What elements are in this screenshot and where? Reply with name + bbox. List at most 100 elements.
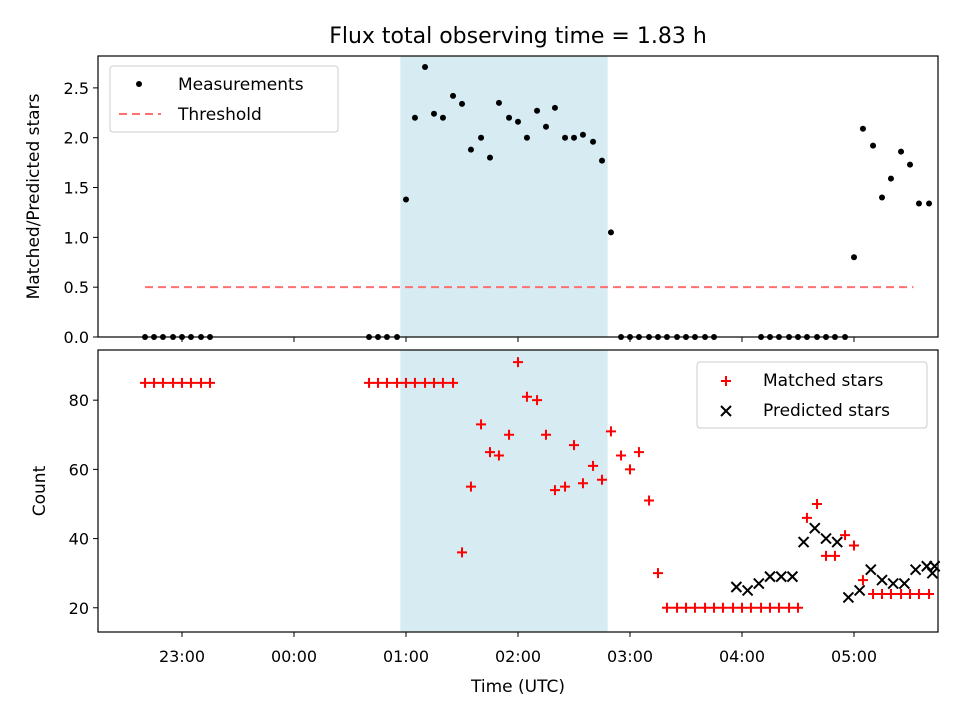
predicted-point [842,591,855,604]
legend-matched-marker [721,376,731,386]
matched-point [504,429,515,440]
x-axis-label: Time (UTC) [470,677,565,697]
matched-point [465,481,476,492]
legend: Matched stars Predicted stars [696,361,928,429]
y-tick-label: 40 [69,530,89,549]
data-point [495,99,502,106]
matched-point [569,440,579,451]
legend-label: Predicted stars [763,401,890,421]
matched-point [457,547,467,558]
matched-point [756,602,767,613]
legend: Measurements Threshold [109,65,339,133]
predicted-point [797,536,810,548]
data-point [907,161,913,168]
predicted-point [926,567,939,579]
matched-point [672,602,683,613]
matched-point [513,357,523,368]
matched-point [812,498,823,509]
matched-point [140,377,151,388]
x-tick-label: 04:00 [719,647,765,666]
matched-point [168,377,179,388]
matched-point [177,377,187,388]
matched-point [905,588,915,599]
data-point [571,134,577,141]
data-point [870,142,877,149]
predicted-point [887,577,899,590]
data-point [439,114,446,121]
matched-point [737,602,747,613]
chart-title: Flux total observing time = 1.83 h [329,24,707,49]
matched-point [532,395,543,406]
x-tick-label: 03:00 [607,647,653,666]
data-point [515,118,521,125]
matched-point [821,550,831,561]
matched-point [709,602,719,613]
data-point [551,104,558,111]
predicted-point [898,577,911,590]
matched-point [857,575,868,586]
x-tick-label: 23:00 [159,647,205,666]
data-point [579,131,586,138]
matched-point [597,474,607,485]
x-tick-label: 00:00 [271,647,317,666]
y-tick-label: 0.0 [64,328,89,347]
predicted-point [775,570,787,583]
legend-label: Threshold [177,105,262,125]
matched-point [437,377,448,388]
matched-point [773,602,784,613]
matched-point [205,377,215,388]
predicted-point [865,564,877,576]
matched-point [420,377,431,388]
matched-point [885,588,896,599]
predicted-point [786,570,799,583]
y-tick-label: 60 [69,460,89,479]
data-point [562,134,569,141]
predicted-point [741,584,754,597]
matched-point [392,377,403,388]
data-point [543,123,549,130]
matched-point [877,588,887,599]
matched-point [541,429,551,440]
matched-point [448,377,459,388]
data-point [915,200,922,207]
predicted-point [831,536,843,548]
matched-point [409,377,420,388]
matched-point [149,377,159,388]
matched-point [560,481,571,492]
data-point [523,134,530,141]
y-tick-label: 2.5 [64,79,89,98]
y-axis-label: Count [30,465,50,516]
matched-point [924,588,935,599]
matched-point [196,377,207,388]
matched-point [868,588,879,599]
data-point [926,200,933,207]
matched-point [689,602,700,613]
matched-point [588,460,599,471]
matched-point [829,550,840,561]
predicted-point [753,577,765,590]
x-tick-label: 02:00 [495,647,541,666]
data-point [879,194,885,201]
matched-point [373,377,383,388]
matched-point [476,419,487,430]
matched-point [521,391,532,402]
data-point [506,114,513,121]
y-tick-label: 0.5 [64,278,89,297]
legend-box [109,65,339,133]
data-point [411,114,418,121]
matched-point [784,602,795,613]
y-axis-label: Matched/Predicted stars [24,93,44,299]
matched-point [381,377,392,388]
matched-point [717,602,728,613]
matched-point [896,588,907,599]
matched-point [493,450,504,461]
matched-point [616,450,627,461]
data-point [478,134,485,141]
x-tick-label: 05:00 [831,647,877,666]
matched-point [401,377,411,388]
data-point [450,92,457,99]
data-point [534,107,541,114]
data-point [887,175,894,182]
matched-point [549,485,560,496]
predicted-point [876,574,888,586]
